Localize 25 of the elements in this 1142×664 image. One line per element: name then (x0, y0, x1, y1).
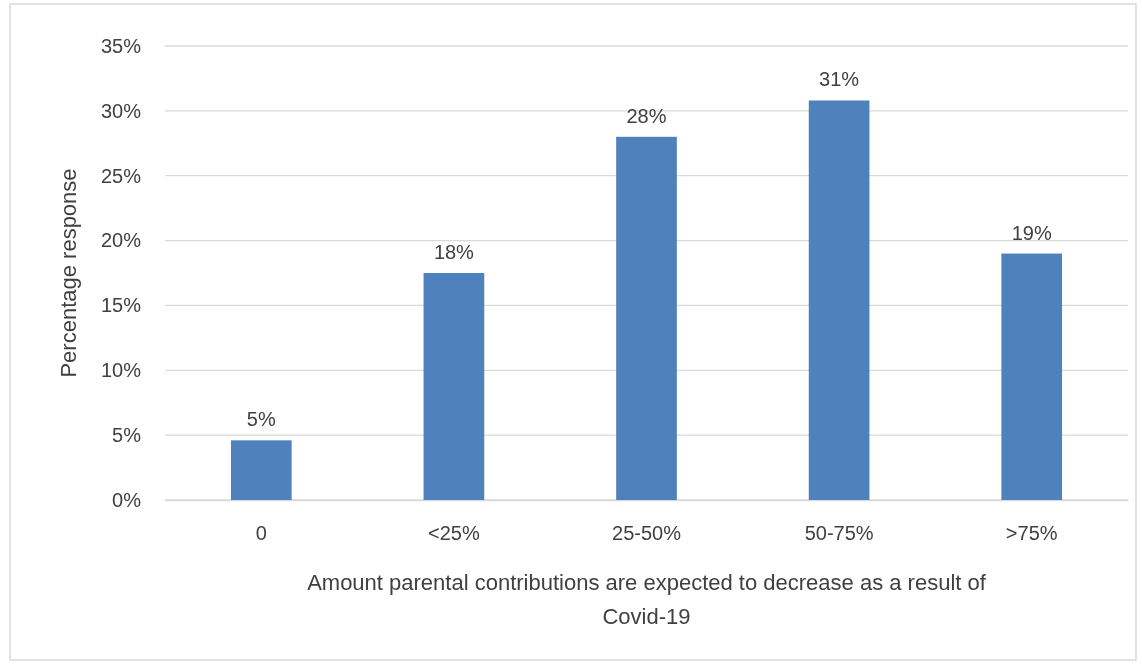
y-tick-label: 30% (100, 99, 142, 122)
data-label: 28% (626, 104, 667, 127)
y-axis-title: Percentage response (56, 168, 81, 378)
y-tick-label: 20% (100, 229, 142, 252)
bar (423, 273, 485, 500)
x-tick-label: >75% (1005, 522, 1058, 545)
bar (230, 440, 292, 500)
bar (808, 100, 870, 500)
x-tick-label: 0 (255, 522, 267, 545)
x-tick-label: 25-50% (612, 522, 682, 545)
data-label: 31% (819, 68, 860, 91)
x-tick-label: 50-75% (804, 522, 874, 545)
x-tick-label: <25% (428, 522, 480, 545)
y-tick-label: 15% (100, 294, 142, 317)
bar (1001, 253, 1063, 500)
bar (616, 136, 677, 500)
data-label: 5% (246, 408, 276, 431)
data-label: 18% (433, 241, 475, 263)
y-tick-label: 5% (112, 424, 142, 447)
data-label: 19% (1011, 221, 1052, 244)
y-tick-label: 10% (100, 359, 142, 382)
x-axis-title: Amount parental contributions are expected to decrease as a result of Covid-19 (307, 570, 987, 629)
y-tick-label: 0% (112, 488, 142, 511)
y-tick-label: 25% (100, 164, 142, 187)
y-tick-label: 35% (100, 34, 142, 57)
